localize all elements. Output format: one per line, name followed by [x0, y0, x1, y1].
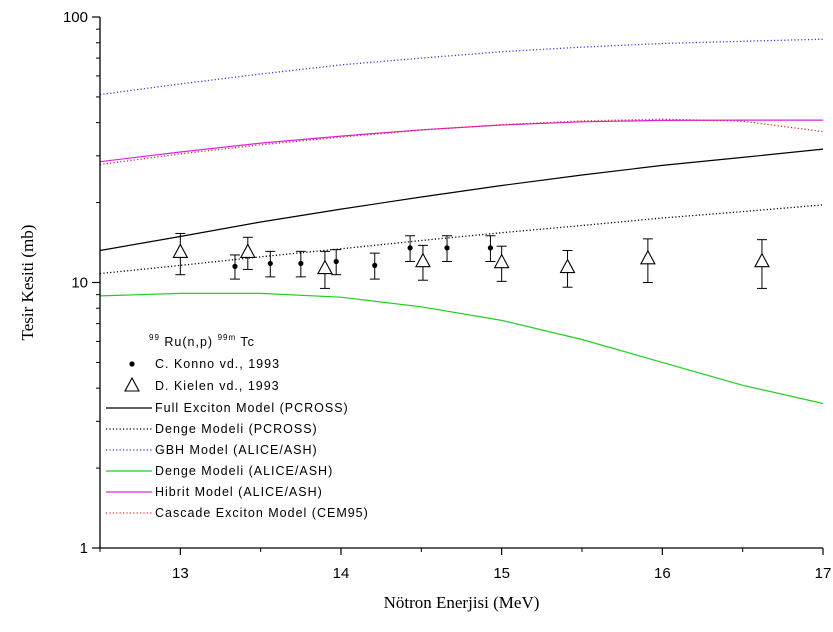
- data-points: [172, 243, 770, 275]
- konno-point-5: [407, 245, 413, 251]
- legend-reaction-mass: 99: [149, 333, 160, 342]
- x-axis-title: Nötron Enerjisi (MeV): [384, 593, 540, 612]
- legend-entry-model-4: Hibrit Model (ALICE/ASH): [155, 485, 323, 499]
- konno-point-3: [333, 258, 339, 265]
- kielen-point-0: [172, 243, 189, 258]
- legend-entry-0: C. Konno vd., 1993: [155, 357, 280, 371]
- konno-point-1: [267, 260, 273, 267]
- legend-reaction-product-mass: 99m: [218, 333, 237, 342]
- konno-point-0: [232, 263, 238, 269]
- x-tick-label-17: 17: [815, 565, 832, 582]
- model-lines: [99, 38, 824, 405]
- konno-point-4: [372, 262, 378, 268]
- model-line-3: [99, 292, 824, 405]
- kielen-point-5: [559, 258, 576, 274]
- kielen-point-2: [317, 259, 333, 275]
- kielen-point-6: [639, 249, 656, 265]
- y-axis-title: Tesir Kesiti (mb): [18, 225, 37, 341]
- kielen-point-3: [415, 252, 431, 268]
- y-tick-label-100: 100: [63, 9, 88, 26]
- axes: [92, 16, 824, 555]
- legend-dot-symbol: [129, 361, 135, 367]
- error-bars: [175, 232, 767, 289]
- legend: 99 Ru(n,p) 99m Tc C. Konno vd., 1993 D. K…: [106, 329, 369, 520]
- x-tick-label-13: 13: [172, 565, 189, 582]
- legend-entry-1: D. Kielen vd., 1993: [155, 379, 280, 393]
- legend-entry-model-3: Denge Modeli (ALICE/ASH): [155, 464, 333, 478]
- model-line-1: [99, 204, 824, 275]
- konno-point-6: [444, 245, 450, 251]
- model-line-4: [99, 119, 823, 163]
- legend-entry-model-0: Full Exciton Model (PCROSS): [155, 401, 349, 415]
- y-tick-label-10: 10: [71, 275, 88, 292]
- kielen-point-7: [754, 252, 770, 268]
- kielen-point-4: [493, 253, 510, 269]
- legend-reaction-base: Ru(n,p): [164, 335, 213, 349]
- legend-entry-model-5: Cascade Exciton Model (CEM95): [155, 506, 369, 520]
- kielen-point-1: [239, 243, 256, 258]
- x-tick-label-15: 15: [493, 565, 510, 582]
- legend-entry-model-2: GBH Model (ALICE/ASH): [155, 443, 318, 457]
- legend-reaction-label: 99 Ru(n,p) 99m Tc: [149, 329, 255, 349]
- legend-entry-model-1: Denge Modeli (PCROSS): [155, 422, 318, 436]
- model-line-2: [99, 38, 824, 96]
- tick-labels: 13 14 15 16 17 1 10 100: [63, 9, 831, 582]
- model-line-5: [99, 118, 824, 166]
- model-line-0: [99, 148, 824, 252]
- y-tick-label-1: 1: [80, 540, 88, 557]
- x-tick-label-14: 14: [333, 565, 350, 582]
- konno-point-7: [487, 245, 494, 251]
- x-tick-label-16: 16: [654, 565, 671, 582]
- konno-point-2: [298, 260, 304, 267]
- legend-triangle-symbol: [124, 376, 140, 392]
- legend-reaction-product: Tc: [240, 335, 255, 349]
